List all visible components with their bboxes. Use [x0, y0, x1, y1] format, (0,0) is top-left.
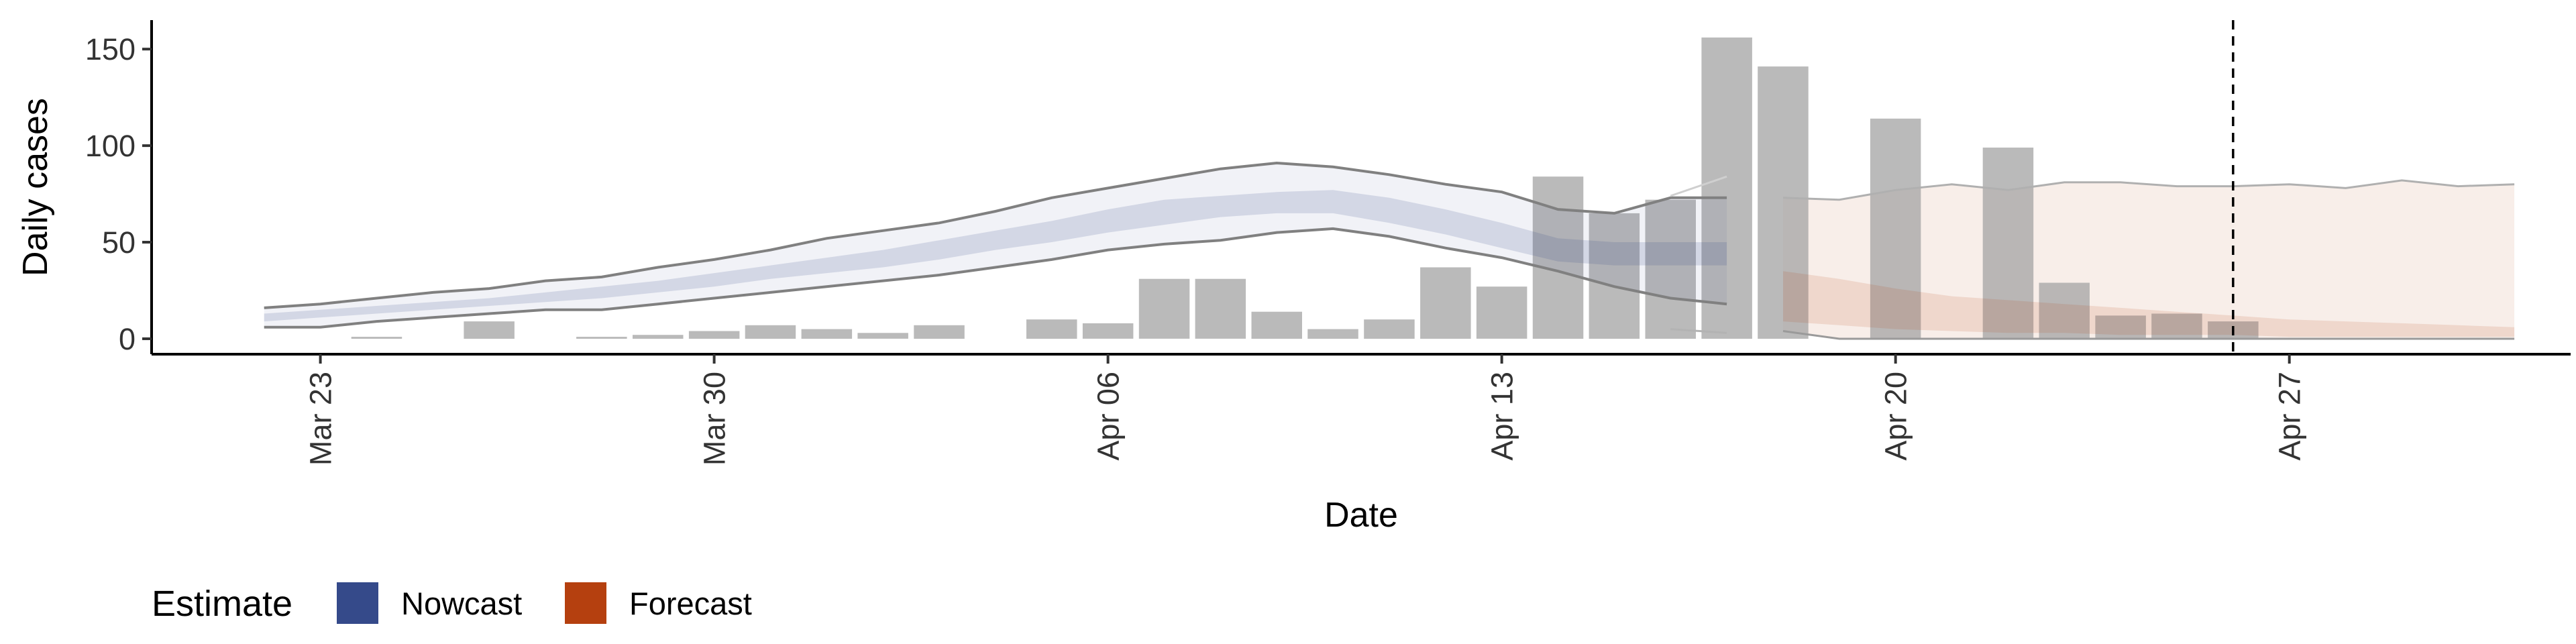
forecast-lower-line: [1782, 330, 2515, 340]
y-axis-ticks: 0 50 100 150: [85, 32, 152, 356]
plot-area: [264, 20, 2515, 354]
bar-2020-04-08: [1195, 278, 1246, 339]
bar-2020-04-09: [1251, 311, 1302, 339]
nowcast-lower-line: [264, 227, 1727, 329]
forecast-band-90: [1783, 180, 2515, 339]
x-tick-label-5: Apr 27: [2273, 372, 2307, 461]
y-tick-label-1: 50: [102, 225, 136, 260]
bar-2020-04-03: [914, 325, 965, 339]
x-tick-label-2: Apr 06: [1091, 372, 1126, 461]
bar-2020-03-29: [633, 335, 684, 339]
bar-2020-04-16: [1645, 199, 1696, 339]
bar-2020-04-22: [1982, 148, 2034, 339]
axes: Mar 23 Mar 30 Apr 06 Apr 13 Apr 20 Apr 27 0 50…: [16, 20, 2571, 535]
y-tick-label-2: 100: [85, 129, 136, 163]
x-axis-ticks: Mar 23 Mar 30 Apr 06 Apr 13 Apr 20 Apr 27: [304, 354, 2307, 466]
forecast-upper-line: [1782, 179, 2515, 201]
bar-2020-04-07: [1138, 278, 1190, 339]
bar-2020-03-26: [464, 321, 515, 339]
bar-2020-04-15: [1589, 213, 1640, 339]
nowcast-band-90: [264, 163, 1727, 327]
bar-2020-04-18: [1758, 66, 1809, 339]
bar-2020-04-06: [1082, 323, 1134, 339]
bar-2020-03-28: [576, 337, 627, 339]
nowcast-band-50: [264, 190, 1727, 322]
y-tick-label-3: 150: [85, 32, 136, 66]
y-axis-title: Daily cases: [16, 98, 55, 276]
bar-2020-04-01: [801, 329, 853, 339]
nowcast-extension-lower: [1670, 328, 1727, 334]
x-tick-label-1: Mar 30: [698, 372, 732, 466]
x-tick-label-4: Apr 20: [1879, 372, 1913, 461]
forecast-band-50: [1783, 271, 2515, 337]
bar-2020-04-02: [857, 333, 908, 339]
legend-title: Estimate: [152, 584, 292, 624]
x-tick-label-0: Mar 23: [304, 372, 338, 466]
bar-2020-03-30: [688, 331, 740, 339]
legend-label-nowcast: Nowcast: [401, 586, 522, 621]
bar-2020-04-13: [1476, 286, 1527, 339]
bar-2020-04-17: [1701, 37, 1752, 339]
bar-2020-04-10: [1307, 329, 1358, 339]
y-tick-label-0: 0: [119, 322, 136, 356]
bar-2020-03-31: [745, 325, 796, 339]
bar-2020-04-11: [1364, 319, 1415, 339]
bar-2020-04-23: [2039, 282, 2090, 339]
x-tick-label-3: Apr 13: [1485, 372, 1519, 461]
nowcast-upper-line: [264, 161, 1727, 309]
bar-2020-04-12: [1420, 267, 1471, 339]
bar-2020-04-20: [1870, 118, 1921, 339]
bar-2020-04-24: [2095, 315, 2146, 339]
x-axis-title: Date: [1324, 496, 1398, 535]
legend-key-nowcast: [337, 582, 378, 624]
bar-2020-04-05: [1026, 319, 1077, 339]
legend-key-forecast: [565, 582, 606, 624]
nowcast-extension-upper: [1670, 175, 1727, 197]
legend: Estimate Nowcast Forecast: [152, 582, 752, 624]
bar-2020-03-24: [351, 337, 402, 339]
bar-2020-04-25: [2151, 313, 2202, 339]
legend-label-forecast: Forecast: [629, 586, 752, 621]
